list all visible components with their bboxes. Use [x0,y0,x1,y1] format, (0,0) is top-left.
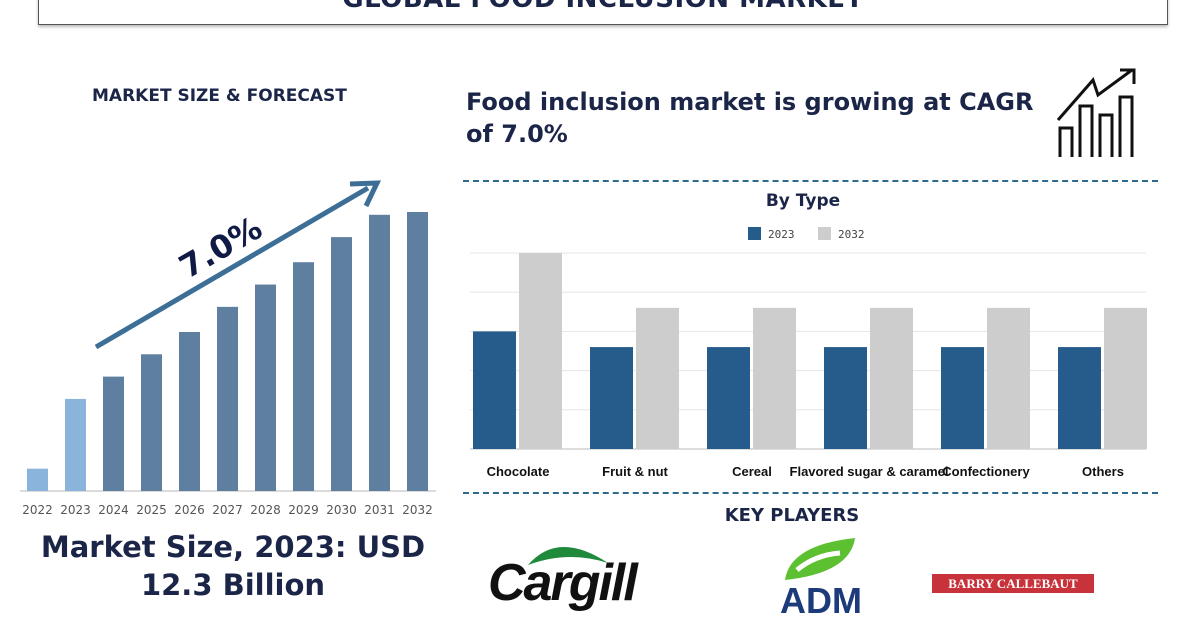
page-title: GLOBAL FOOD INCLUSION MARKET [342,0,863,14]
x-tick-label: 2023 [60,503,91,517]
bar-2022 [27,468,48,491]
x-tick-label: 2031 [364,503,395,517]
market-size-line2: 12.3 Billion [140,568,326,602]
divider [463,180,1158,182]
x-tick-label: Chocolate [487,464,550,479]
bar-Confectionery-2032 [987,307,1030,449]
x-tick-label: 2022 [22,503,53,517]
by-type-chart: By Type 2023 2032 Chocolate Fruit & nut Cerea… [470,191,1147,479]
trend-arrow-line [94,185,370,350]
bar-2029 [293,262,314,491]
x-tick-label: 2026 [174,503,205,517]
bar-Confectionery-2023 [941,347,984,449]
chart-title: By Type [766,191,840,211]
x-tick-label: 2024 [98,503,129,517]
cagr-headline: Food inclusion market is growing at CAGR… [466,88,1034,148]
x-tick-label: Cereal [732,464,772,479]
x-tick-label: 2032 [402,503,433,517]
x-tick-label: 2025 [136,503,167,517]
bar-2031 [369,214,390,492]
x-tick-label: 2030 [326,503,357,517]
bar-Flavored sugar & caramel-2032 [870,307,913,449]
bar-Fruit & nut-2032 [636,307,679,449]
bar-Others-2032 [1104,307,1147,449]
legend-label: 2032 [838,228,865,241]
bar-2032 [407,212,428,491]
x-tick-label: 2029 [288,503,319,517]
charts-canvas: 2022 2023 2024 2025 2026 2027 2028 2029 2030 2031… [20,68,1147,517]
x-tick-label: Confectionery [942,464,1030,479]
x-tick-label: 2028 [250,503,281,517]
adm-logo: ADM [775,535,875,621]
key-players-title: KEY PLAYERS [724,505,860,526]
title-banner: GLOBAL FOOD INCLUSION MARKET [38,0,1168,25]
x-tick-label: 2027 [212,503,243,517]
bar-2023 [65,398,86,491]
cargill-logo: Cargill [488,535,668,612]
x-tick-label: Others [1082,464,1124,479]
growth-chart-icon [1056,68,1136,157]
bar-Others-2023 [1058,347,1101,449]
bar-Fruit & nut-2023 [590,347,633,449]
trend-arrow-head [349,180,382,208]
bar-Flavored sugar & caramel-2023 [824,347,867,449]
bar-Cereal-2023 [707,347,750,449]
x-tick-label: Flavored sugar & caramel [790,464,949,479]
bar-Chocolate-2023 [473,331,516,449]
divider [463,492,1158,494]
bar-2027 [217,306,238,491]
market-size-line1: Market Size, 2023: USD [40,530,426,564]
barry-callebaut-logo: BARRY CALLEBAUT [932,574,1094,593]
bar-2025 [141,354,162,491]
market-size-heading: MARKET SIZE & FORECAST [92,86,347,106]
legend-swatch-2023 [748,227,761,240]
bar-Cereal-2032 [753,307,796,449]
bar-2024 [103,376,124,491]
bar-2028 [255,284,276,491]
bar-Chocolate-2032 [519,253,562,449]
x-tick-label: Fruit & nut [602,464,668,479]
legend-swatch-2032 [818,227,831,240]
bar-2030 [331,237,352,491]
bar-2026 [179,331,200,491]
market-forecast-chart: 2022 2023 2024 2025 2026 2027 2028 2029 2030 2031… [20,180,436,517]
market-size-summary: Market Size, 2023: USD 12.3 Billion [38,528,428,604]
legend-label: 2023 [768,228,795,241]
